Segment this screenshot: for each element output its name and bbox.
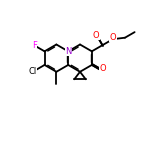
Text: Cl: Cl: [28, 67, 36, 76]
Text: O: O: [92, 31, 99, 40]
Text: O: O: [109, 32, 116, 41]
Text: F: F: [32, 41, 37, 50]
Text: O: O: [99, 64, 106, 74]
Text: N: N: [65, 47, 71, 56]
